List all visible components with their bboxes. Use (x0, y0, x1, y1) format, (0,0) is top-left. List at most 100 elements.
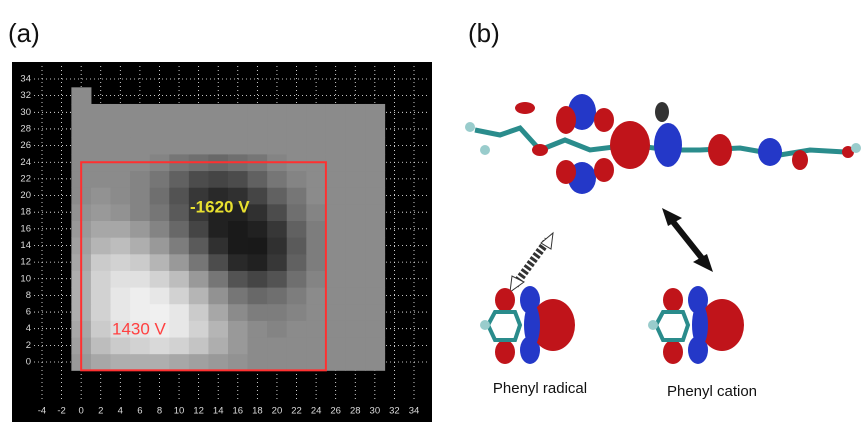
heat-cell (326, 354, 346, 371)
heat-cell (267, 354, 287, 371)
heat-cell (228, 121, 248, 138)
heat-cell (130, 121, 150, 138)
heat-cell (189, 304, 209, 321)
heat-cell (208, 287, 228, 304)
heat-cell (111, 287, 131, 304)
heat-cell (130, 254, 150, 271)
heat-cell (169, 171, 189, 188)
heat-cell (287, 287, 307, 304)
y-tick-label: 34 (20, 74, 31, 85)
heat-cell (111, 104, 131, 121)
heat-cell (306, 121, 326, 138)
heat-cell (365, 254, 385, 271)
heat-cell (150, 121, 170, 138)
heat-cell (287, 270, 307, 287)
x-tick-label: 4 (118, 406, 123, 417)
heat-cell (345, 237, 365, 254)
heat-cell (91, 254, 111, 271)
x-tick-label: 8 (157, 406, 162, 417)
heat-cell (267, 221, 287, 238)
x-tick-label: 34 (409, 406, 420, 417)
heat-cell (287, 221, 307, 238)
heat-cell (130, 304, 150, 321)
heat-cell (91, 137, 111, 154)
heat-cell (71, 87, 91, 104)
caption: Phenyl radical (493, 380, 587, 397)
heat-cell (189, 354, 209, 371)
heat-cell (111, 204, 131, 221)
heat-cell (306, 354, 326, 371)
heat-cell (248, 237, 268, 254)
heat-cell (130, 237, 150, 254)
heat-cell (365, 137, 385, 154)
heat-cell (287, 104, 307, 121)
heat-cell (130, 187, 150, 204)
heat-cell (306, 137, 326, 154)
heat-cell (306, 204, 326, 221)
heat-cell (345, 154, 365, 171)
heat-cell (111, 237, 131, 254)
heat-cell (345, 171, 365, 188)
heat-cell (150, 270, 170, 287)
heat-cell (189, 270, 209, 287)
heat-cell (248, 287, 268, 304)
heat-cell (345, 320, 365, 337)
heat-cell (365, 154, 385, 171)
heat-cell (306, 221, 326, 238)
heat-cell (306, 187, 326, 204)
x-tick-label: 26 (330, 406, 341, 417)
heat-cell (345, 204, 365, 221)
heat-cell (365, 237, 385, 254)
y-tick-label: 6 (26, 307, 31, 318)
y-tick-label: 8 (26, 290, 31, 301)
heat-cell (267, 171, 287, 188)
heat-cell (208, 270, 228, 287)
heat-cell (287, 204, 307, 221)
x-tick-label: 12 (193, 406, 204, 417)
heat-cell (189, 254, 209, 271)
heat-cell (189, 171, 209, 188)
heat-cell (169, 187, 189, 204)
heat-cell (228, 270, 248, 287)
heat-cell (169, 304, 189, 321)
x-tick-label: 16 (233, 406, 244, 417)
heat-cell (111, 187, 131, 204)
heat-cell (130, 137, 150, 154)
heat-cell (91, 187, 111, 204)
heat-cell (326, 304, 346, 321)
heat-cell (365, 121, 385, 138)
heat-cell (267, 254, 287, 271)
heat-cell (287, 187, 307, 204)
heat-cell (150, 221, 170, 238)
y-tick-label: 14 (20, 240, 31, 251)
panel-label: (a) (8, 18, 40, 48)
heat-cell (248, 304, 268, 321)
heat-cell (208, 121, 228, 138)
heat-cell (169, 204, 189, 221)
heat-cell (365, 221, 385, 238)
heat-cell (189, 337, 209, 354)
heat-cell (150, 254, 170, 271)
heat-cell (287, 337, 307, 354)
heat-cell (326, 137, 346, 154)
y-tick-label: 30 (20, 107, 31, 118)
heat-cell (287, 254, 307, 271)
heat-cell (169, 337, 189, 354)
phenyl-radical (480, 286, 575, 364)
heat-cell (189, 104, 209, 121)
heat-cell (345, 104, 365, 121)
heat-cell (130, 104, 150, 121)
heat-cell (130, 287, 150, 304)
heat-cell (326, 121, 346, 138)
heat-cell (208, 354, 228, 371)
x-tick-label: 28 (350, 406, 361, 417)
x-tick-label: 14 (213, 406, 224, 417)
heat-cell (228, 237, 248, 254)
heat-cell (169, 137, 189, 154)
heat-cell (365, 187, 385, 204)
heat-cell (306, 337, 326, 354)
heat-cell (365, 171, 385, 188)
heat-cell (169, 237, 189, 254)
heat-cell (169, 287, 189, 304)
